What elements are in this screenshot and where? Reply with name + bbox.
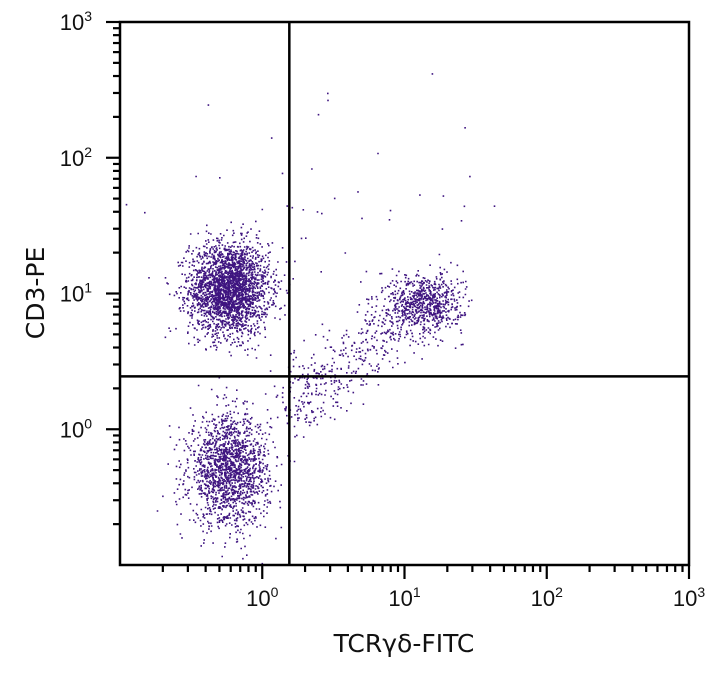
y-axis-title: CD3-PE — [21, 247, 50, 340]
x-axis: 100 101 102 103 — [161, 565, 705, 611]
data-points — [125, 73, 496, 565]
y-tick-label: 102 — [60, 144, 92, 171]
y-axis: 100 101 102 103 — [60, 8, 120, 526]
x-tick-label: 100 — [246, 584, 278, 611]
y-tick-label: 101 — [60, 280, 92, 307]
x-tick-label: 103 — [673, 584, 705, 611]
y-tick-label: 103 — [60, 8, 92, 35]
y-tick-label: 100 — [60, 415, 92, 442]
x-axis-title: TCRγδ-FITC — [333, 629, 475, 658]
quadrant-gates — [120, 22, 689, 565]
x-tick-label: 102 — [531, 584, 563, 611]
x-tick-label: 101 — [388, 584, 420, 611]
scatter-points — [125, 73, 496, 565]
